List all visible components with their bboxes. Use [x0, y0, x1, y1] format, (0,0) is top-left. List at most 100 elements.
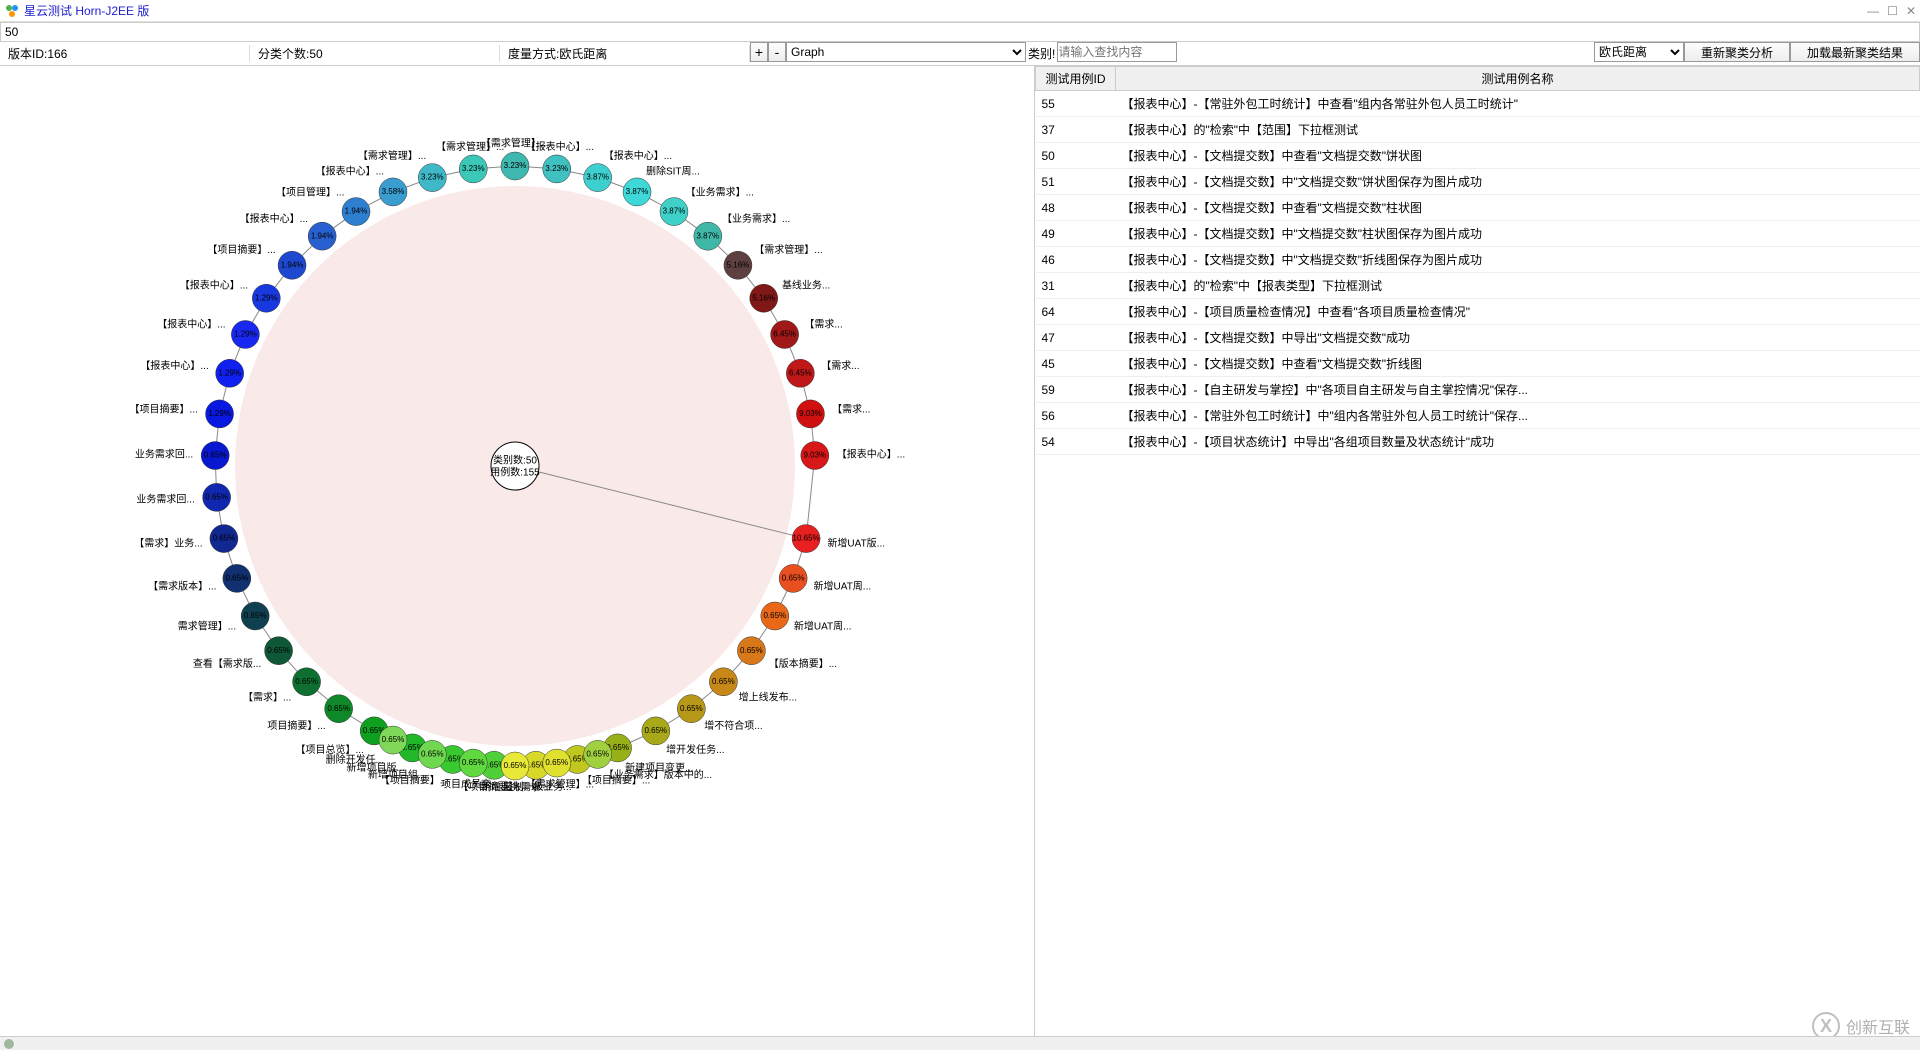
- col-header-id[interactable]: 测试用例ID: [1036, 67, 1116, 91]
- svg-text:【需求...: 【需求...: [821, 360, 859, 372]
- svg-text:3.23%: 3.23%: [504, 161, 527, 170]
- cell-id: 51: [1036, 169, 1116, 195]
- testcase-table: 测试用例ID 测试用例名称 55【报表中心】-【常驻外包工时统计】中查看"组内各…: [1035, 66, 1920, 455]
- cell-id: 55: [1036, 91, 1116, 117]
- svg-text:0.65%: 0.65%: [740, 646, 763, 655]
- cell-name: 【报表中心】-【项目质量检查情况】中查看"各项目质量检查情况": [1116, 299, 1920, 325]
- recluster-button[interactable]: 重新聚类分析: [1684, 42, 1790, 62]
- svg-text:基线业务...: 基线业务...: [782, 279, 830, 292]
- svg-text:删除SIT周...: 删除SIT周...: [646, 164, 700, 177]
- svg-text:【报表中心】...: 【报表中心】...: [140, 359, 208, 372]
- load-latest-button[interactable]: 加载最新聚类结果: [1790, 42, 1920, 62]
- table-row[interactable]: 46【报表中心】-【文档提交数】中"文档提交数"折线图保存为图片成功: [1036, 247, 1920, 273]
- cell-id: 46: [1036, 247, 1116, 273]
- svg-text:0.65%: 0.65%: [782, 573, 805, 582]
- table-row[interactable]: 55【报表中心】-【常驻外包工时统计】中查看"组内各常驻外包人员工时统计": [1036, 91, 1920, 117]
- table-row[interactable]: 47【报表中心】-【文档提交数】中导出"文档提交数"成功: [1036, 325, 1920, 351]
- svg-text:0.65%: 0.65%: [504, 761, 527, 770]
- svg-text:【报表中心】...: 【报表中心】...: [526, 140, 594, 153]
- table-row[interactable]: 54【报表中心】-【项目状态统计】中导出"各组项目数量及状态统计"成功: [1036, 429, 1920, 455]
- svg-text:项目摘要】...: 项目摘要】...: [267, 719, 325, 732]
- col-header-name[interactable]: 测试用例名称: [1116, 67, 1920, 91]
- svg-text:3.87%: 3.87%: [586, 173, 609, 182]
- svg-text:1.94%: 1.94%: [311, 231, 334, 240]
- svg-text:3.23%: 3.23%: [462, 164, 485, 173]
- svg-text:【需求】...: 【需求】...: [243, 691, 291, 703]
- cell-name: 【报表中心】-【自主研发与掌控】中"各项目自主研发与自主掌控情况"保存...: [1116, 377, 1920, 403]
- svg-text:新增UAT版...: 新增UAT版...: [827, 537, 885, 550]
- info-categories: 分类个数:50: [250, 45, 500, 62]
- table-row[interactable]: 48【报表中心】-【文档提交数】中查看"文档提交数"柱状图: [1036, 195, 1920, 221]
- svg-text:【业务需求】版本中的...: 【业务需求】版本中的...: [604, 768, 712, 781]
- svg-text:新增UAT周...: 新增UAT周...: [814, 579, 872, 592]
- svg-text:3.87%: 3.87%: [626, 187, 649, 196]
- cell-id: 31: [1036, 273, 1116, 299]
- cell-name: 【报表中心】-【文档提交数】中导出"文档提交数"成功: [1116, 325, 1920, 351]
- svg-text:【需求版本】...: 【需求版本】...: [148, 579, 216, 592]
- svg-text:0.65%: 0.65%: [204, 451, 227, 460]
- svg-text:【报表中心】...: 【报表中心】...: [316, 164, 384, 177]
- table-row[interactable]: 56【报表中心】-【常驻外包工时统计】中"组内各常驻外包人员工时统计"保存...: [1036, 403, 1920, 429]
- svg-text:增上线发布...: 增上线发布...: [739, 690, 797, 703]
- svg-text:1.29%: 1.29%: [234, 330, 257, 339]
- zoom-out-button[interactable]: -: [768, 42, 786, 62]
- distance-select[interactable]: 欧氏距离: [1594, 42, 1684, 62]
- svg-text:【报表中心】...: 【报表中心】...: [837, 447, 905, 460]
- zoom-in-button[interactable]: +: [750, 42, 768, 62]
- svg-text:【报表中心】...: 【报表中心】...: [157, 317, 225, 330]
- table-row[interactable]: 51【报表中心】-【文档提交数】中"文档提交数"饼状图保存为图片成功: [1036, 169, 1920, 195]
- status-indicator-icon: [4, 1039, 14, 1049]
- svg-text:【需求管理】...: 【需求管理】...: [754, 243, 822, 256]
- svg-text:0.65%: 0.65%: [213, 534, 236, 543]
- category-label: 类别!: [1026, 45, 1057, 62]
- svg-text:查看【需求版...: 查看【需求版...: [193, 657, 261, 670]
- svg-text:1.94%: 1.94%: [345, 207, 368, 216]
- svg-text:【版本摘要】...: 【版本摘要】...: [769, 657, 837, 670]
- svg-text:【需求...: 【需求...: [804, 318, 842, 330]
- svg-text:0.65%: 0.65%: [545, 758, 568, 767]
- svg-text:0.65%: 0.65%: [267, 646, 290, 655]
- svg-text:0.65%: 0.65%: [295, 677, 318, 686]
- cell-id: 54: [1036, 429, 1116, 455]
- svg-text:0.65%: 0.65%: [226, 573, 249, 582]
- table-row[interactable]: 31【报表中心】的"检索"中【报表类型】下拉框测试: [1036, 273, 1920, 299]
- close-icon[interactable]: ✕: [1906, 4, 1916, 18]
- graph-mode-select[interactable]: Graph: [786, 42, 1026, 62]
- cell-id: 64: [1036, 299, 1116, 325]
- svg-text:3.23%: 3.23%: [545, 164, 568, 173]
- svg-text:0.65%: 0.65%: [244, 611, 267, 620]
- svg-text:0.65%: 0.65%: [586, 749, 609, 758]
- cell-id: 50: [1036, 143, 1116, 169]
- svg-text:新增业务需求...: 新增业务需求...: [481, 781, 549, 794]
- app-logo-icon: [4, 3, 20, 19]
- svg-text:【需求管理】...: 【需求管理】...: [358, 149, 426, 162]
- svg-text:1.29%: 1.29%: [218, 368, 241, 377]
- svg-text:0.65%: 0.65%: [763, 611, 786, 620]
- svg-text:【报表中心】...: 【报表中心】...: [240, 212, 308, 225]
- svg-text:删除开发任...: 删除开发任...: [326, 753, 384, 766]
- svg-text:3.23%: 3.23%: [421, 173, 444, 182]
- table-row[interactable]: 49【报表中心】-【文档提交数】中"文档提交数"柱状图保存为图片成功: [1036, 221, 1920, 247]
- svg-text:3.87%: 3.87%: [696, 231, 719, 240]
- main-area: 类别数:50用例数:1553.23%【需求管理】...3.23%【需求管理】..…: [0, 66, 1920, 1050]
- table-row[interactable]: 64【报表中心】-【项目质量检查情况】中查看"各项目质量检查情况": [1036, 299, 1920, 325]
- table-row[interactable]: 45【报表中心】-【文档提交数】中查看"文档提交数"折线图: [1036, 351, 1920, 377]
- top-value: 50: [5, 25, 18, 39]
- maximize-icon[interactable]: ☐: [1887, 4, 1898, 18]
- svg-text:【业务需求】...: 【业务需求】...: [722, 212, 790, 225]
- svg-text:【需求管理】...: 【需求管理】...: [436, 140, 504, 153]
- cell-id: 48: [1036, 195, 1116, 221]
- search-input[interactable]: [1057, 42, 1177, 62]
- table-row[interactable]: 50【报表中心】-【文档提交数】中查看"文档提交数"饼状图: [1036, 143, 1920, 169]
- cluster-graph[interactable]: 类别数:50用例数:1553.23%【需求管理】...3.23%【需求管理】..…: [0, 66, 1035, 1036]
- svg-text:1.29%: 1.29%: [208, 409, 231, 418]
- svg-text:6.45%: 6.45%: [789, 368, 812, 377]
- table-row[interactable]: 59【报表中心】-【自主研发与掌控】中"各项目自主研发与自主掌控情况"保存...: [1036, 377, 1920, 403]
- svg-text:【项目摘要】...: 【项目摘要】...: [130, 403, 198, 416]
- cell-name: 【报表中心】-【文档提交数】中"文档提交数"饼状图保存为图片成功: [1116, 169, 1920, 195]
- svg-text:用例数:155: 用例数:155: [490, 466, 540, 479]
- svg-text:0.65%: 0.65%: [205, 492, 228, 501]
- cell-name: 【报表中心】-【常驻外包工时统计】中查看"组内各常驻外包人员工时统计": [1116, 91, 1920, 117]
- table-row[interactable]: 37【报表中心】的"检索"中【范围】下拉框测试: [1036, 117, 1920, 143]
- minimize-icon[interactable]: —: [1867, 4, 1879, 18]
